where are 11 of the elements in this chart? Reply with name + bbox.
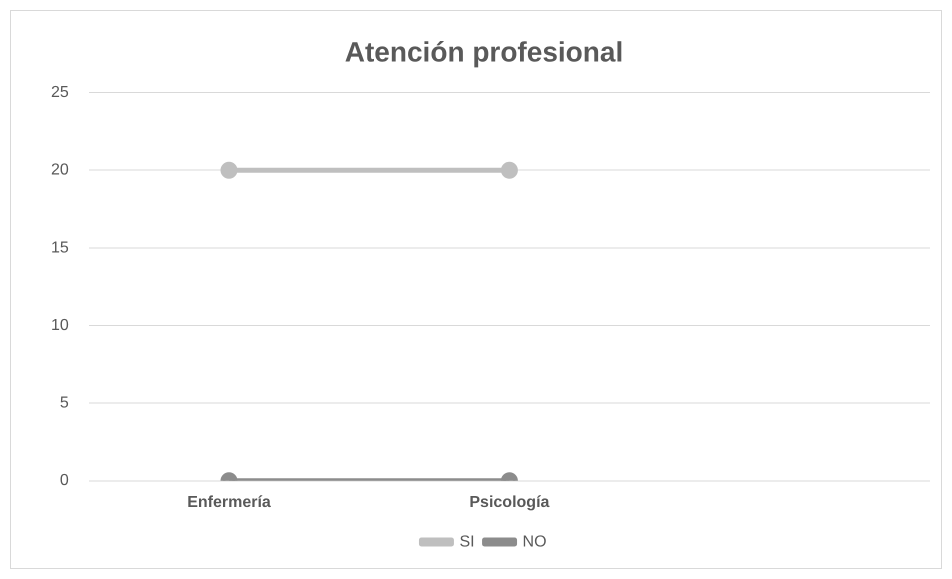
legend-label: NO bbox=[522, 533, 547, 550]
y-tick-label: 10 bbox=[51, 316, 69, 334]
y-tick-label: 5 bbox=[60, 394, 69, 412]
y-tick-label: 0 bbox=[60, 472, 69, 490]
y-tick-label: 25 bbox=[51, 84, 69, 102]
x-tick-label: Enfermería bbox=[187, 494, 271, 511]
y-tick-label: 15 bbox=[51, 239, 69, 256]
legend-label: SI bbox=[459, 533, 475, 550]
chart-title: Atención profesional bbox=[344, 36, 624, 68]
y-tick-label: 20 bbox=[51, 162, 69, 179]
x-tick-label: Psicología bbox=[469, 494, 550, 511]
